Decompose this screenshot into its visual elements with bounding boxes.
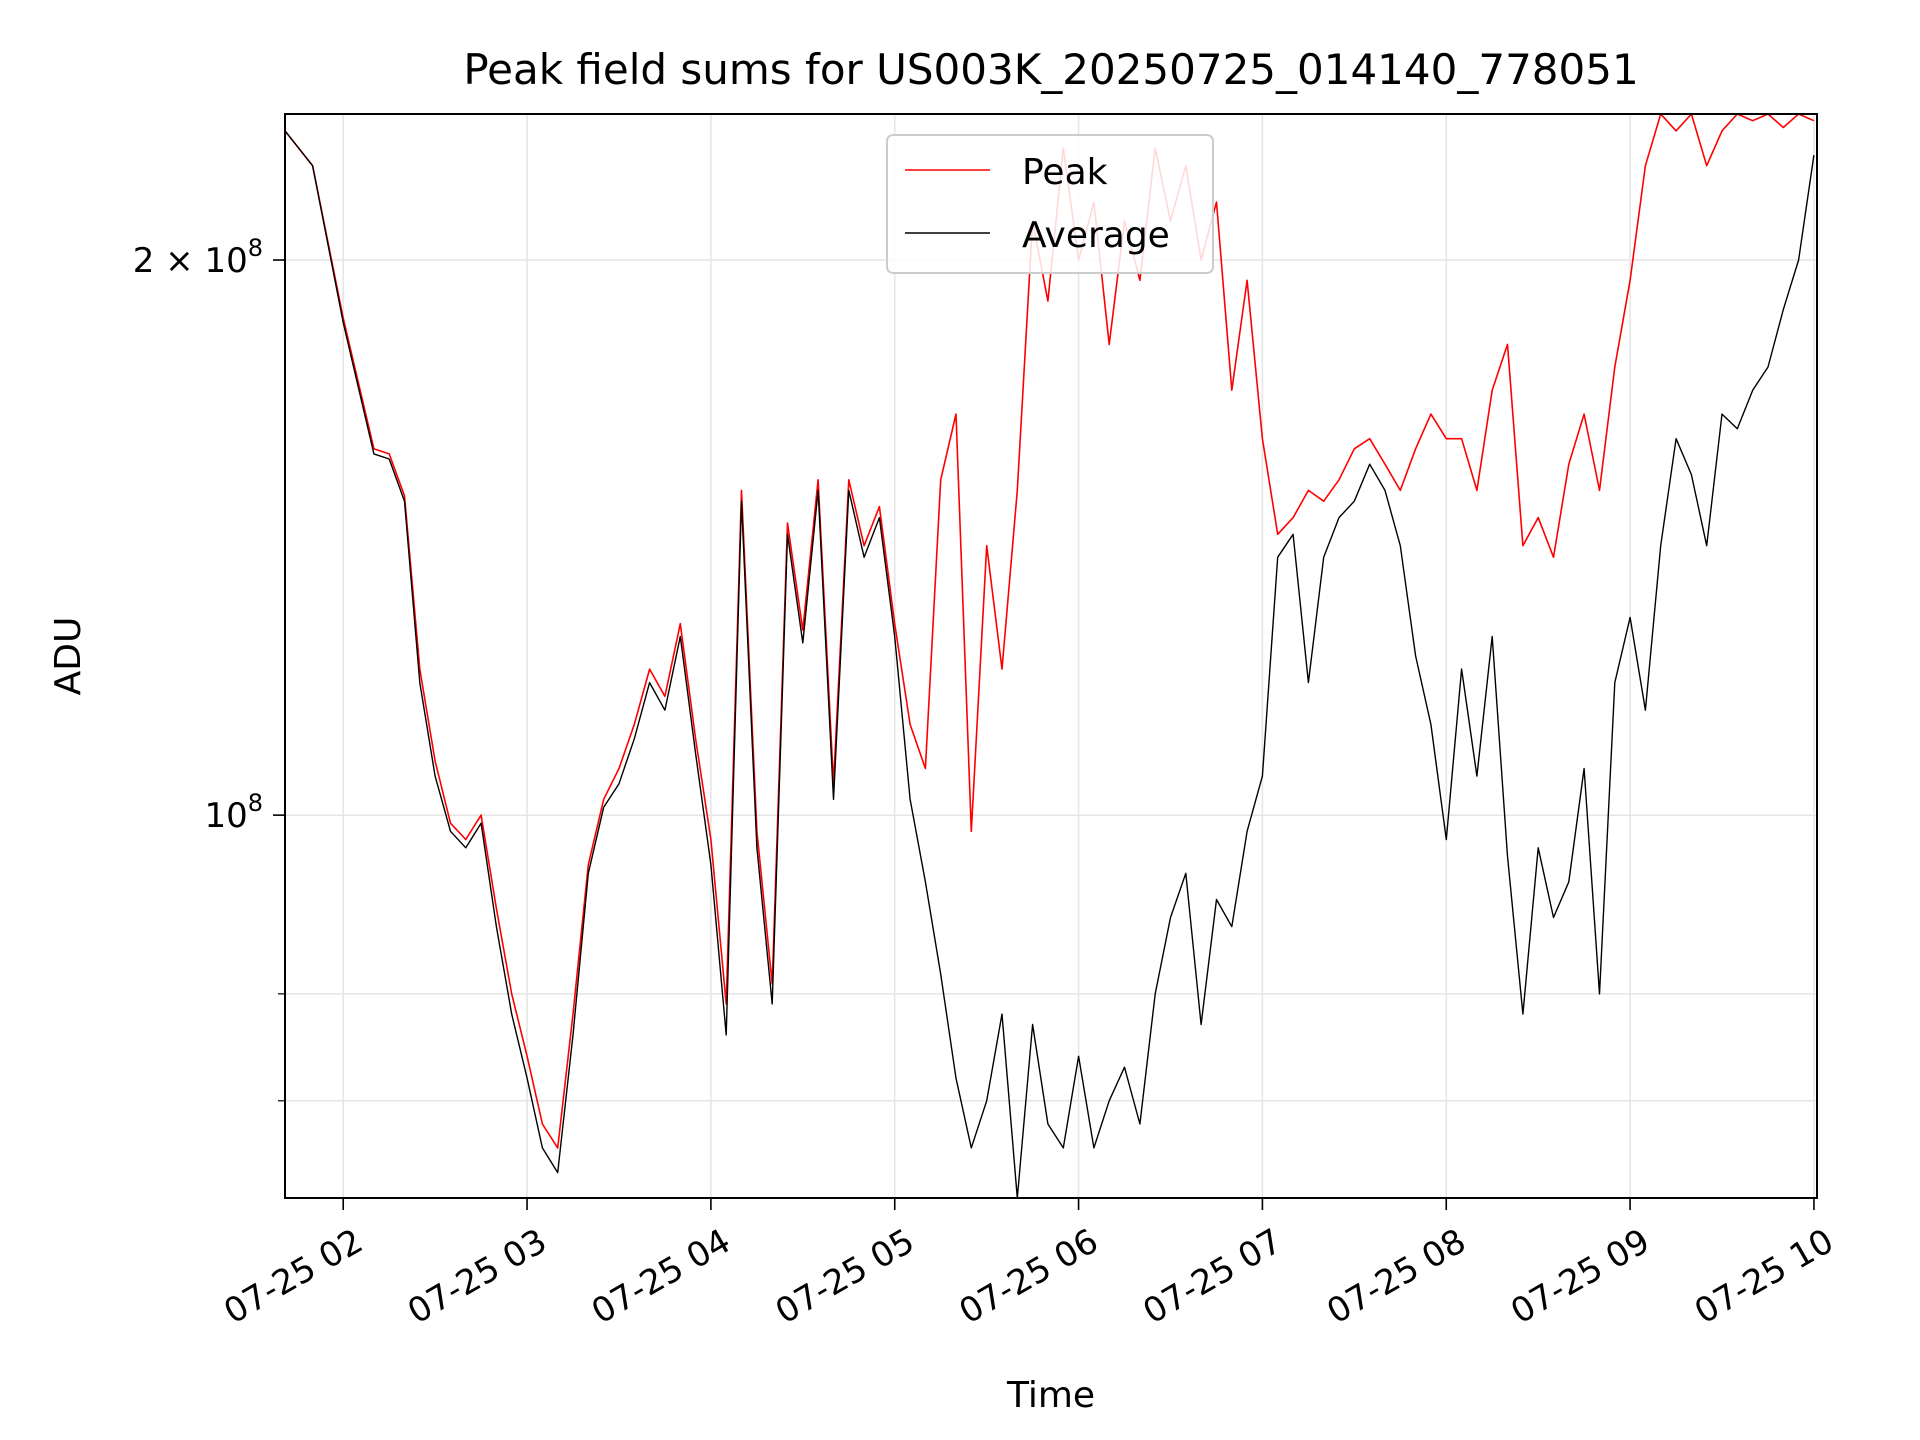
y-tick-label-base: 10 [204,796,247,836]
y-axis-label: ADU [48,617,89,696]
plot-frame [284,113,1818,1199]
chart-title: Peak field sums for US003K_20250725_0141… [463,45,1638,94]
x-axis-label: Time [1006,1375,1095,1416]
series-average-line [285,130,1815,1198]
legend: Peak Average [886,134,1214,274]
y-tick-label: 2 × 108 [133,234,263,281]
legend-average-label: Average [1022,215,1170,256]
y-tick-label-exponent: 8 [248,789,263,817]
y-tick-label-exponent: 8 [248,234,263,262]
y-tick-label: 108 [204,789,263,836]
y-tick-label-base: 2 × 10 [133,241,248,281]
legend-peak-label: Peak [1022,152,1108,193]
